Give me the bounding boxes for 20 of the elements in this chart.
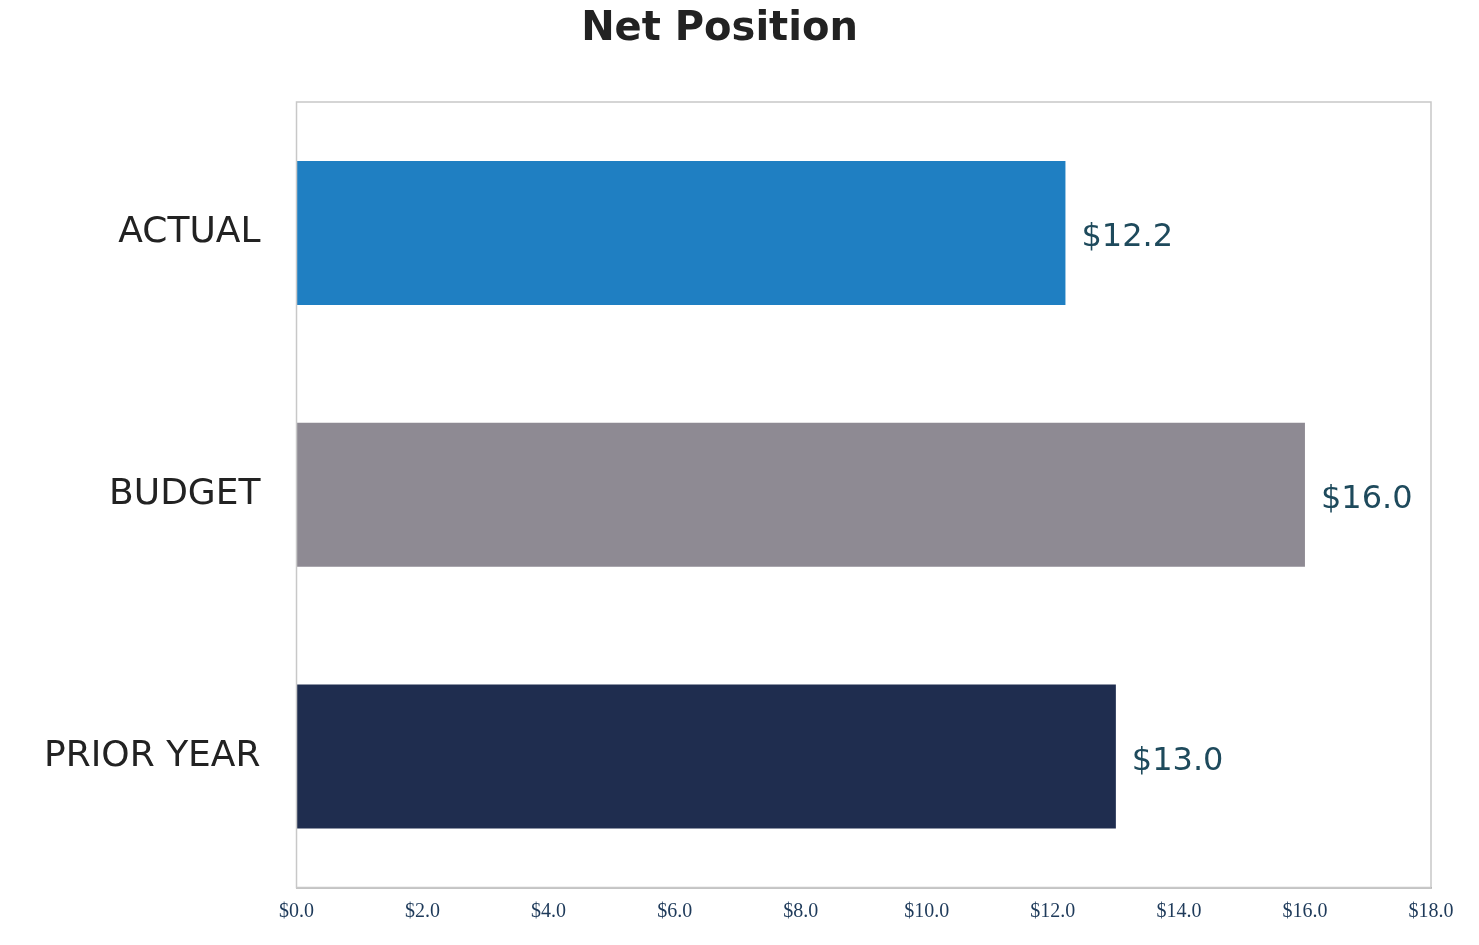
x-tick-label: $10.0 (904, 898, 950, 921)
data-label: $16.0 (1320, 478, 1413, 517)
bar (296, 422, 1305, 567)
y-tick-label: PRIOR YEAR (43, 732, 261, 774)
bar (296, 160, 1066, 305)
y-tick-label: ACTUAL (118, 209, 261, 251)
y-tick-label: BUDGET (109, 471, 262, 513)
chart-title: Net Position (581, 3, 858, 50)
x-tick-label: $16.0 (1282, 898, 1328, 921)
x-tick-label: $0.0 (279, 898, 315, 921)
x-tick-label: $14.0 (1156, 898, 1202, 921)
data-label: $13.0 (1131, 739, 1224, 778)
x-tick-label: $18.0 (1408, 898, 1454, 921)
data-label: $12.2 (1081, 216, 1174, 255)
x-tick-label: $8.0 (783, 898, 819, 921)
x-tick-label: $6.0 (657, 898, 693, 921)
x-tick-label: $2.0 (405, 898, 441, 921)
x-tick-label: $4.0 (531, 898, 567, 921)
x-tick-label: $12.0 (1030, 898, 1076, 921)
bar (296, 684, 1116, 829)
